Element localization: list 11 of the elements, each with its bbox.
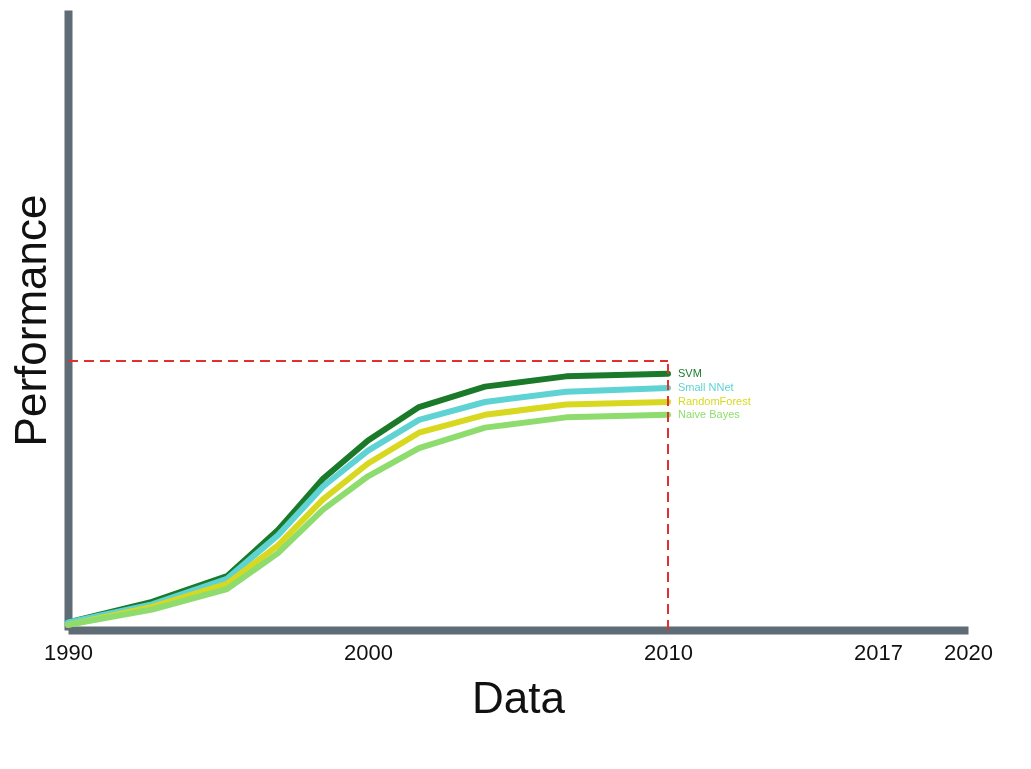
x-tick-label: 2010: [644, 639, 693, 665]
series-label: Naive Bayes: [678, 407, 741, 420]
x-tick-label: 2000: [344, 639, 393, 665]
x-tick-label: 2020: [944, 639, 993, 665]
y-axis-title: Performance: [5, 194, 55, 447]
series-label: RandomForest: [678, 394, 751, 407]
series-label: SVM: [678, 366, 702, 379]
x-tick-label: 1990: [44, 639, 93, 665]
x-axis-title: Data: [472, 672, 566, 722]
x-tick-label: 2017: [854, 639, 903, 665]
series-label: Small NNet: [678, 380, 734, 393]
